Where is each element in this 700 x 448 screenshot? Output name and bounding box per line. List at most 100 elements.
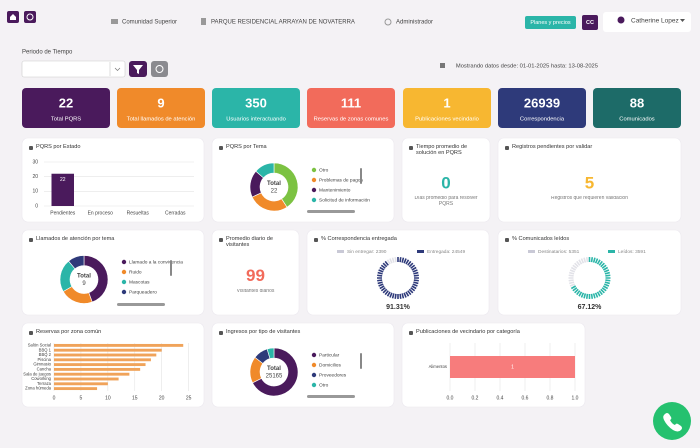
kpi-card	[307, 88, 395, 128]
legend-swatch	[311, 372, 317, 378]
plans-button-label: Planes y precios	[530, 20, 571, 26]
y-tick-label: 0	[35, 203, 38, 209]
kpi-card	[212, 88, 300, 128]
gauge-track	[386, 257, 397, 265]
x-tick-label: 25	[186, 395, 192, 401]
donut-total: 9	[82, 281, 86, 287]
legend-label: Domicilios	[319, 362, 341, 368]
bar	[54, 377, 119, 381]
filter-icon	[133, 65, 143, 74]
donut-segment	[255, 162, 275, 179]
x-tick-label: 0	[53, 395, 56, 401]
badge-label: CC	[586, 20, 594, 26]
legend-swatch	[528, 250, 535, 253]
kpi-value: 22	[59, 95, 73, 110]
legend-swatch	[311, 362, 317, 368]
card-title: PQRS por Tema	[226, 144, 267, 150]
card-title: Registros pendientes por validar	[512, 144, 593, 150]
x-tick-label: 1.0	[572, 395, 579, 401]
y-tick-label: 30	[32, 159, 38, 165]
card-title: Tiempo promedio de solución en PQRS	[416, 144, 468, 157]
x-tick-label: Resueltas	[127, 210, 150, 216]
phone-button[interactable]	[653, 402, 691, 440]
card-title: Promedio diario de visitantes	[226, 236, 273, 249]
bar-value-label: 1	[511, 364, 514, 370]
legend-swatch	[337, 250, 344, 253]
card-title: Llamados de atención por tema	[36, 236, 115, 242]
property-name: PARQUE RESIDENCIAL ARRAYAN DE NOVATERRA	[211, 20, 355, 26]
legend-hscroll	[117, 303, 165, 306]
y-tick-label: Coworking	[31, 376, 51, 381]
gauge-label: 67.12%	[578, 304, 603, 311]
legend-swatch	[311, 382, 317, 388]
y-tick-label: Cancha	[37, 367, 52, 372]
y-tick-label: Piscina	[38, 357, 52, 362]
kpi-card	[117, 88, 205, 128]
card-icon	[219, 238, 223, 242]
y-tick-label: 20	[32, 174, 38, 180]
donut-segment	[252, 347, 299, 397]
role: Administrador	[396, 20, 433, 26]
card-icon	[505, 238, 509, 242]
gauge-value	[570, 257, 611, 299]
legend-label: Mantenimiento	[319, 187, 351, 193]
legend-swatch	[311, 167, 317, 173]
badge[interactable]	[582, 15, 598, 30]
legend-swatch	[121, 269, 127, 275]
kpi-value: 88	[630, 95, 644, 110]
kpi-card	[403, 88, 491, 128]
stat-caption-box: Registros que requieren validación	[551, 196, 628, 201]
kpi-card	[498, 88, 586, 128]
card-title: % Comunicados leídos	[512, 236, 570, 242]
legend-label: Ruido	[129, 269, 142, 275]
legend-swatch	[311, 187, 317, 193]
stat-value: 0	[441, 173, 450, 192]
legend-swatch	[121, 259, 127, 265]
bar	[54, 372, 130, 376]
bar	[450, 356, 575, 378]
legend-scrollbar	[360, 353, 362, 369]
x-tick-label: 0.0	[447, 395, 454, 401]
date-range: Mostrando datos desde: 01-01-2025 hasta:…	[456, 64, 598, 70]
x-tick-label: Cerradas	[165, 210, 186, 216]
kpi-value: 350	[245, 95, 267, 110]
legend-scrollbar	[360, 168, 362, 184]
legend-label: Particular	[319, 352, 340, 358]
y-tick-label: Alimentos	[429, 364, 447, 369]
card-title-box: Publicaciones de vecindario por categorí…	[416, 329, 520, 335]
card-icon	[29, 146, 33, 150]
reset-button[interactable]	[151, 61, 168, 77]
y-tick-label: Salón Social	[28, 343, 51, 348]
user-menu[interactable]	[603, 12, 691, 32]
x-tick-label: 10	[105, 395, 111, 401]
legend-swatch	[608, 250, 615, 253]
card	[497, 137, 682, 223]
card-title-box: Registros pendientes por validar	[512, 144, 593, 150]
card-icon	[314, 238, 318, 242]
donut-total: 25165	[266, 374, 283, 380]
history-button[interactable]	[24, 11, 36, 23]
card-title: Ingresos por tipo de visitantes	[226, 329, 301, 335]
legend-scrollbar	[170, 260, 172, 276]
donut-center-label: Total	[267, 181, 281, 187]
legend-swatch	[121, 289, 127, 295]
input-caret	[114, 67, 121, 71]
x-tick-label: 0.6	[522, 395, 529, 401]
bar	[54, 367, 141, 371]
home-icon	[10, 14, 16, 20]
legend-label: Mascotas	[129, 279, 150, 285]
plans-button[interactable]	[525, 16, 576, 29]
legend-label: Llamado a la convivencia	[129, 259, 183, 265]
stat-caption: Registros que requieren validación	[551, 196, 628, 201]
legend-hscroll	[307, 210, 355, 213]
legend-label: Parqueadero	[129, 289, 157, 295]
y-tick-label: Zona húmeda	[25, 386, 52, 391]
legend-label: Solicitud de información	[319, 197, 370, 203]
kpi-value: 26939	[524, 95, 560, 110]
card-title-box: Reservas por zona común	[36, 329, 101, 335]
date-input[interactable]	[21, 60, 126, 78]
bar	[54, 387, 98, 391]
clock-icon	[26, 13, 34, 21]
